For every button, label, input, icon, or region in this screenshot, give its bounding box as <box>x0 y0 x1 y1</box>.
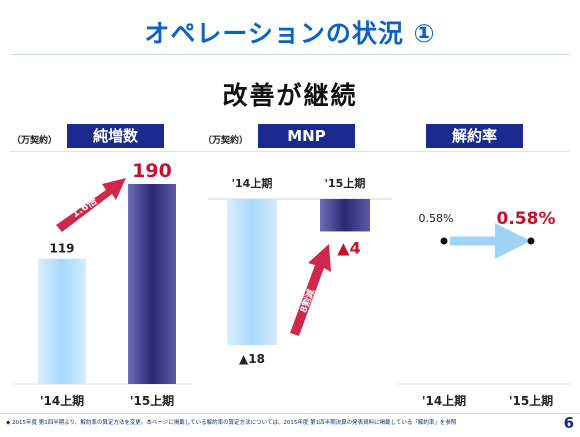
churn-category-2014: '14上期 <box>422 393 466 408</box>
mnp-value-2015: ▲4 <box>337 238 360 257</box>
mnp-bar-2014 <box>227 199 277 345</box>
mnp-category-2015: '15上期 <box>325 176 366 190</box>
growth-arrow-label: 1.6倍 <box>69 194 99 220</box>
page-title: オペレーションの状況 ① <box>144 19 436 48</box>
net-adds-bar-2015 <box>128 184 176 384</box>
churn-value-2014: 0.58% <box>419 212 454 225</box>
page-number: 6 <box>563 414 574 432</box>
footer-divider <box>0 413 580 414</box>
reduction-arrow: 8割減 <box>290 244 331 336</box>
churn-category-2015: '15上期 <box>509 393 553 408</box>
page-subtitle: 改善が継続 <box>222 81 358 110</box>
net-adds-chart: 119 190 1.6倍 '14上期 '15上期 <box>14 160 192 408</box>
churn-value-2015: 0.58% <box>497 209 556 229</box>
churn-point-2015 <box>527 237 535 245</box>
mnp-unit-label: （万契約） <box>203 136 249 146</box>
net-adds-category-2015: '15上期 <box>130 393 174 408</box>
mnp-chart: '14上期 '15上期 ▲18 ▲4 8割減 <box>208 176 392 366</box>
net-adds-value-2014: 119 <box>49 242 74 256</box>
net-adds-bar-2014 <box>38 258 86 384</box>
net-adds-panel-header: 純増数 <box>67 124 164 148</box>
churn-point-2014 <box>440 237 448 245</box>
net-adds-value-2015: 190 <box>132 160 172 182</box>
mnp-category-2014: '14上期 <box>232 176 273 190</box>
mnp-value-2014: ▲18 <box>239 352 265 366</box>
title-divider <box>10 54 570 55</box>
mnp-bar-2015 <box>320 199 370 232</box>
churn-chart: 0.58% 0.58% '14上期 '15上期 <box>398 209 572 408</box>
header-divider <box>10 151 570 152</box>
net-adds-category-2014: '14上期 <box>40 393 84 408</box>
churn-panel-header: 解約率 <box>426 124 523 148</box>
mnp-panel-header: MNP <box>258 124 355 148</box>
growth-arrow: 1.6倍 <box>56 178 126 232</box>
footnote: ◆ 2015年度 第1四半期より、解約率の算定方法を変更。本ページに掲載している… <box>6 420 457 426</box>
net-adds-unit-label: （万契約） <box>12 136 58 146</box>
reduction-arrow-label: 8割減 <box>297 287 317 314</box>
